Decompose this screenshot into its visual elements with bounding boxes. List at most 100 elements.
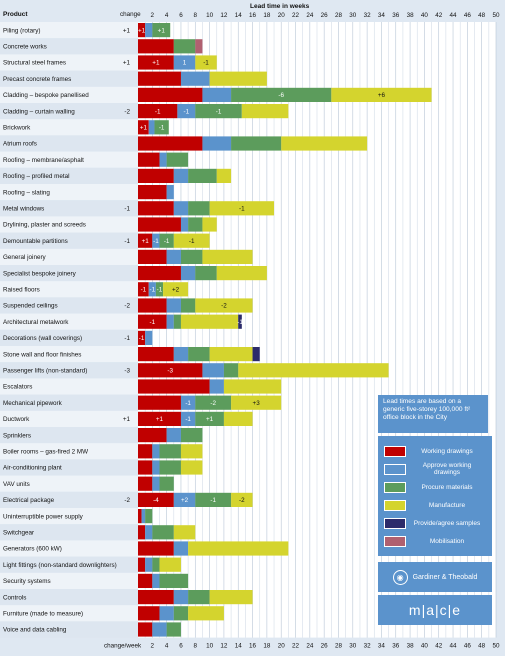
bar-wd: [138, 23, 146, 38]
bar-mf: [223, 411, 253, 426]
row-band: [0, 167, 138, 184]
bar-pm: [195, 395, 232, 410]
bar-pm: [180, 298, 196, 313]
bar-label: -1: [203, 60, 209, 67]
bar-pm: [159, 460, 181, 475]
bar-mf: [180, 444, 203, 459]
row-band: [0, 329, 138, 346]
x-tick-top: 36: [392, 12, 400, 19]
x-tick-top: 40: [421, 12, 429, 19]
x-tick-bottom: 6: [179, 643, 183, 650]
x-tick-bottom: 18: [263, 643, 271, 650]
x-tick-top: 48: [478, 12, 486, 19]
bar-wd: [138, 266, 181, 281]
row-change: -1: [124, 206, 130, 213]
row-band: [0, 70, 138, 87]
bar-aw: [173, 201, 189, 216]
bar-pm: [145, 509, 153, 524]
bar-aw: [145, 330, 153, 345]
bar-mf: [163, 282, 189, 297]
bar-label: -1: [141, 287, 147, 294]
x-tick-bottom: 20: [278, 643, 286, 650]
legend-swatch: [384, 445, 406, 457]
bar-wd: [138, 573, 153, 588]
note-box: Lead times are based on a generic five-s…: [378, 395, 488, 433]
legend-label: Manufacture: [428, 501, 466, 509]
x-tick-top: 4: [165, 12, 169, 19]
legend-label: Procure materials: [421, 483, 473, 491]
x-tick-top: 30: [349, 12, 357, 19]
x-tick-top: 12: [220, 12, 228, 19]
bar-label: +1: [158, 27, 166, 34]
x-tick-bottom: 24: [306, 643, 314, 650]
row-label: Electrical package: [3, 497, 55, 504]
bar-pm: [159, 233, 174, 248]
bar-aw: [202, 363, 224, 378]
row-label: Metal windows: [3, 206, 44, 213]
x-tick-bottom: 14: [235, 643, 243, 650]
bar-label: -1: [153, 238, 159, 245]
bar-label: -2: [239, 497, 245, 504]
x-tick-top: 34: [378, 12, 386, 19]
row-label: Atrium roofs: [3, 141, 37, 148]
bar-pm: [188, 201, 210, 216]
bar-mf: [231, 395, 282, 410]
bar-wd: [138, 363, 203, 378]
bar-label: -1: [184, 108, 190, 115]
bar-wd: [138, 492, 174, 507]
bar-label: -2: [221, 303, 227, 310]
gt-name: Gardiner & Theobald: [412, 573, 478, 581]
x-tick-bottom: 36: [392, 643, 400, 650]
bar-aw: [180, 411, 196, 426]
bar-wd: [138, 233, 153, 248]
row-band: [0, 459, 138, 476]
x-tick-bottom: 46: [464, 643, 472, 650]
bar-mf: [202, 249, 253, 264]
bar-mf: [209, 201, 275, 216]
bar-wd: [138, 298, 167, 313]
legend-item: Working drawings: [384, 442, 486, 460]
bar-wd: [138, 525, 146, 540]
bar-aw: [173, 55, 196, 70]
row-band: [0, 248, 138, 265]
row-label: Roofing – profiled metal: [3, 173, 70, 180]
bar-label: +1: [156, 416, 164, 423]
bar-pm: [159, 476, 174, 491]
bar-wd: [138, 606, 160, 621]
bar-wd: [138, 395, 181, 410]
bar-label: +3: [253, 400, 261, 407]
bar-mf: [195, 55, 217, 70]
bar-wd: [138, 460, 153, 475]
x-tick-top: 8: [194, 12, 198, 19]
x-tick-bottom: 50: [492, 643, 500, 650]
row-band: [0, 346, 138, 363]
footer-change-label: change/week: [104, 643, 142, 650]
bar-wd: [138, 347, 174, 362]
x-tick-top: 6: [179, 12, 183, 19]
bar-aw: [166, 298, 181, 313]
row-band: [0, 216, 138, 233]
x-tick-top: 42: [435, 12, 443, 19]
x-tick-top: 50: [492, 12, 500, 19]
bar-pm: [152, 23, 171, 38]
row-label: Uninterruptible power supply: [3, 513, 84, 520]
bar-label: -3: [167, 368, 173, 375]
bar-wd: [138, 120, 149, 135]
x-tick-top: 10: [206, 12, 214, 19]
bar-mf: [173, 233, 210, 248]
row-label: Drylining, plaster and screeds: [3, 222, 86, 229]
row-label: VAV units: [3, 481, 30, 488]
row-label: Escalators: [3, 384, 32, 391]
row-change: -1: [124, 238, 130, 245]
bar-wd: [138, 185, 167, 200]
bar-mf: [159, 557, 181, 572]
bar-mf: [209, 590, 253, 605]
row-band: [0, 281, 138, 298]
mace-logo: m|a|c|e: [378, 595, 492, 625]
row-band: [0, 540, 138, 557]
row-band: [0, 135, 138, 152]
legend-item: Approve working drawings: [384, 460, 486, 478]
row-label: Architectural metalwork: [3, 319, 69, 326]
bar-pm: [152, 525, 174, 540]
row-label: Roofing – slating: [3, 189, 50, 196]
